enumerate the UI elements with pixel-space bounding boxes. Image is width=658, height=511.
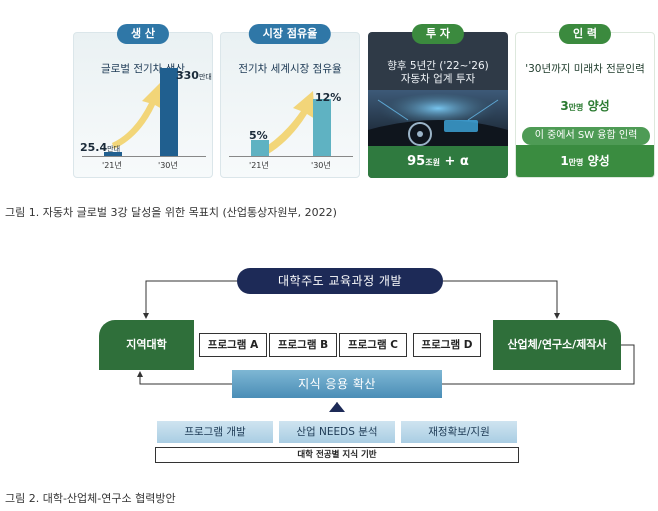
sw-convergence-pill: 이 중에서 SW 융합 인력 bbox=[522, 127, 650, 145]
figure1-infographic: 글로벌 전기차 생산 25.4만대 330만대 '21년 '30년 생 산 전기… bbox=[73, 22, 658, 180]
bar-2021 bbox=[104, 152, 122, 156]
program-b-box: 프로그램 B bbox=[269, 333, 337, 357]
year-2030-label: '30년 bbox=[311, 161, 331, 170]
funding-support-box: 재정확보/지원 bbox=[401, 421, 517, 443]
knowledge-diffusion-bar: 지식 응용 확산 bbox=[232, 370, 442, 398]
production-header: 생 산 bbox=[116, 24, 170, 44]
car-interior-image bbox=[368, 90, 508, 148]
bar-2030 bbox=[313, 99, 331, 156]
industry-research-box: 산업체/연구소/제작사 bbox=[493, 320, 621, 370]
bar-2030 bbox=[160, 68, 178, 156]
program-development-box: 프로그램 개발 bbox=[157, 421, 273, 443]
investment-subtitle: 향후 5년간 ('22~'26) 자동차 업계 투자 bbox=[387, 60, 489, 85]
market-share-header: 시장 점유율 bbox=[248, 24, 332, 44]
program-c-box: 프로그램 C bbox=[339, 333, 407, 357]
x-axis bbox=[82, 156, 206, 157]
value-2030: 12% bbox=[315, 91, 342, 104]
x-axis bbox=[229, 156, 353, 157]
figure1-caption: 그림 1. 자동차 글로벌 3강 달성을 위한 목표치 (산업통상자원부, 20… bbox=[5, 206, 337, 219]
workforce-panel: '30년까지 미래차 전문인력 3만명 양성 이 중에서 SW 융합 인력 1만… bbox=[515, 32, 655, 178]
value-2021: 25.4만대 bbox=[80, 141, 121, 154]
year-2021-label: '21년 bbox=[102, 161, 122, 170]
value-2021: 5% bbox=[249, 129, 268, 142]
program-d-box: 프로그램 D bbox=[413, 333, 481, 357]
market-share-panel: 전기차 세계시장 점유율 5% 12% '21년 '30년 bbox=[220, 32, 360, 178]
market-share-subtitle: 전기차 세계시장 점유율 bbox=[238, 63, 342, 75]
workforce-subtitle: '30년까지 미래차 전문인력 bbox=[525, 63, 645, 75]
bar-2021 bbox=[251, 140, 269, 156]
growth-arrow-icon bbox=[259, 91, 315, 157]
workforce-target: 3만명 양성 bbox=[560, 99, 610, 113]
year-2021-label: '21년 bbox=[249, 161, 269, 170]
investment-panel: 향후 5년간 ('22~'26) 자동차 업계 투자 95조원 bbox=[368, 32, 508, 178]
program-a-box: 프로그램 A bbox=[199, 333, 267, 357]
value-2030: 330만대 bbox=[176, 69, 212, 82]
industry-needs-box: 산업 NEEDS 분석 bbox=[279, 421, 395, 443]
growth-arrow-icon bbox=[112, 83, 162, 149]
investment-header: 투 자 bbox=[411, 24, 465, 44]
year-2030-label: '30년 bbox=[158, 161, 178, 170]
sw-workforce-target: 1만명 양성 bbox=[516, 145, 654, 177]
regional-university-box: 지역대학 bbox=[99, 320, 194, 370]
figure2-caption: 그림 2. 대학-산업체-연구소 협력방안 bbox=[5, 492, 176, 505]
university-curriculum-box: 대학주도 교육과정 개발 bbox=[237, 268, 443, 294]
workforce-header: 인 력 bbox=[558, 24, 612, 44]
investment-amount: 95조원 + α bbox=[368, 146, 508, 178]
knowledge-foundation-box: 대학 전공별 지식 기반 bbox=[155, 447, 519, 463]
production-panel: 글로벌 전기차 생산 25.4만대 330만대 '21년 '30년 bbox=[73, 32, 213, 178]
